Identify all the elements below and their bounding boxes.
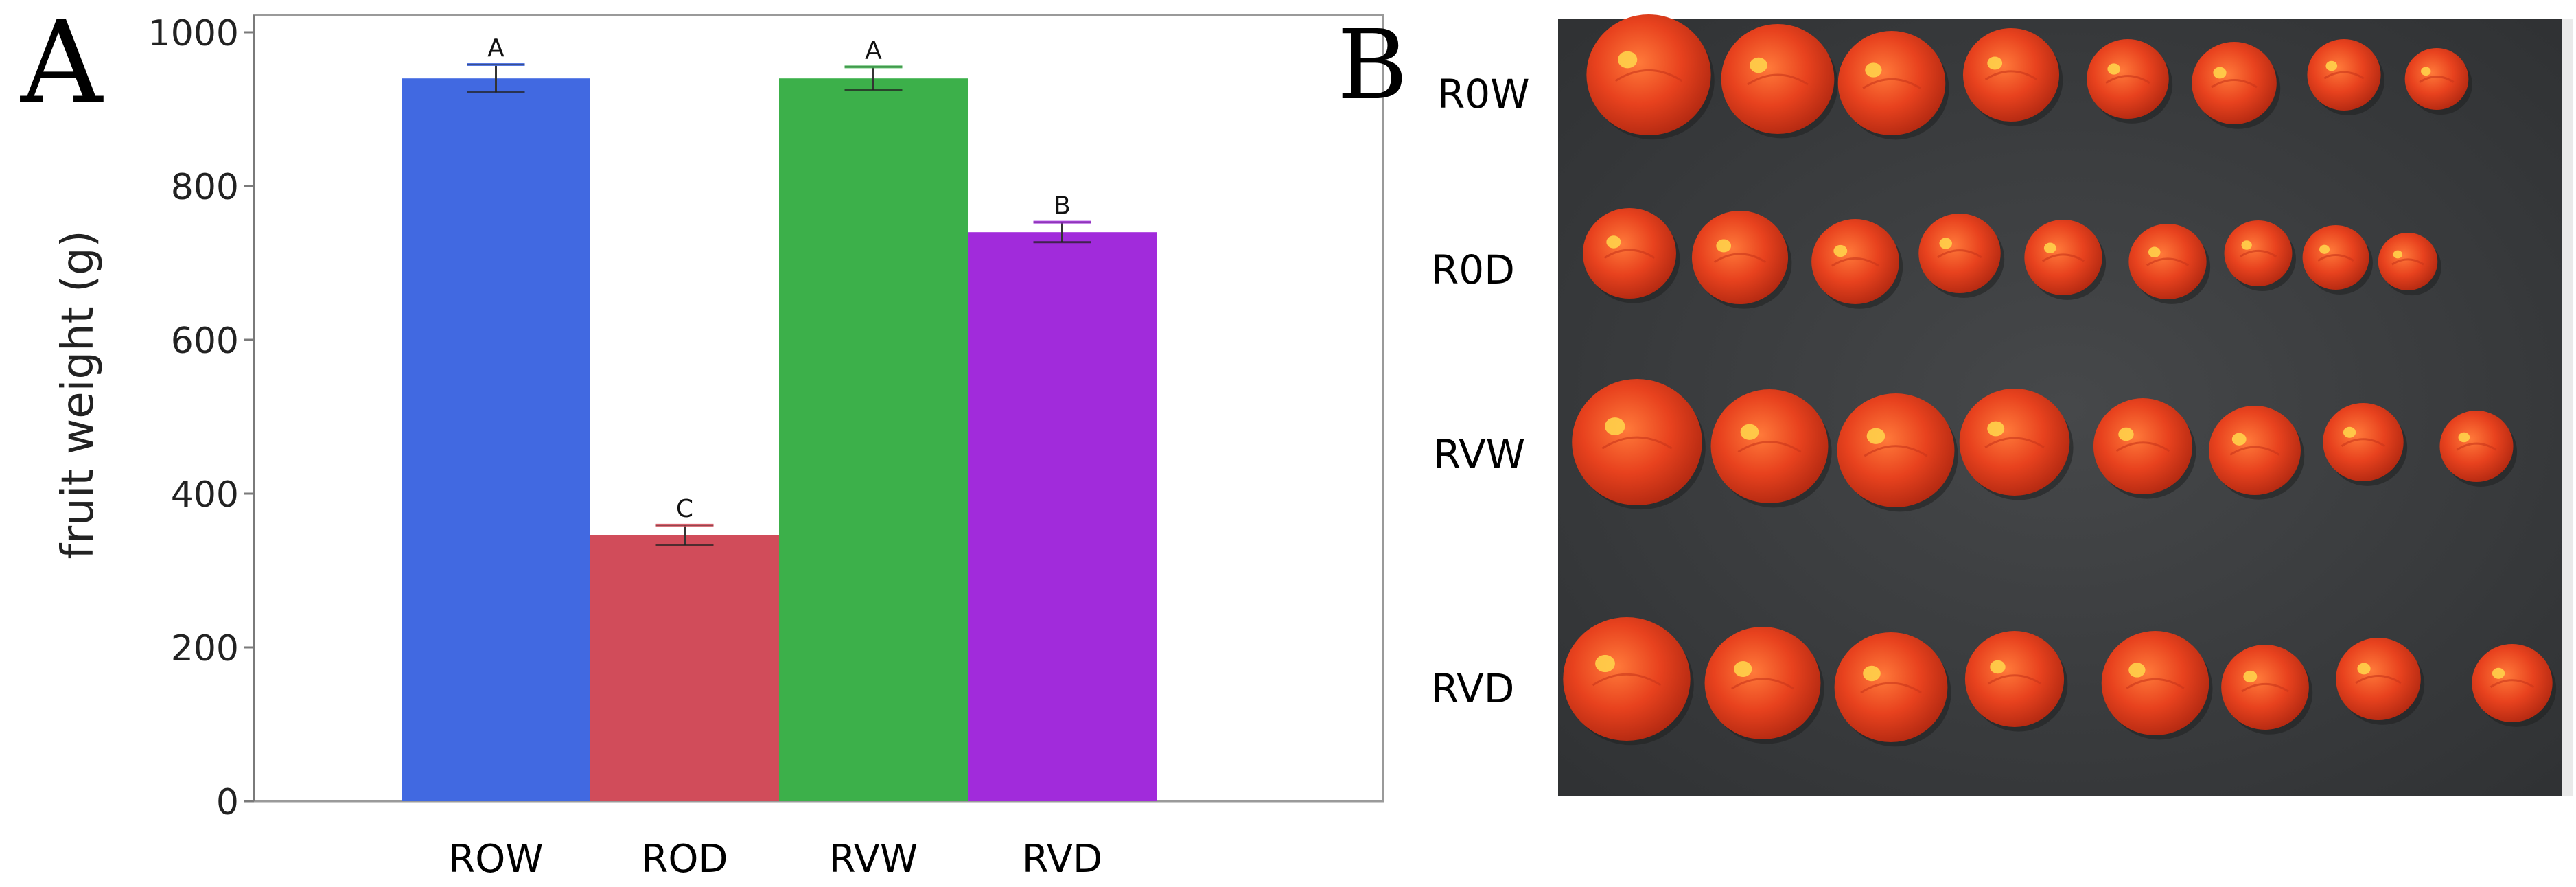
tomato [1959, 389, 2074, 500]
bar-rvw [779, 78, 968, 802]
photo-row-label: R0W [1437, 71, 1530, 117]
significance-letter: A [487, 34, 504, 62]
category-label: ROD [641, 837, 728, 882]
tomatoes [1563, 14, 2557, 747]
y-tick-label: 400 [171, 474, 239, 516]
y-tick-label: 800 [171, 167, 239, 208]
tomato [1811, 219, 1903, 309]
error-bar-rvd [1033, 220, 1091, 244]
tomato [2323, 403, 2408, 486]
tomato [2336, 638, 2425, 725]
tomato [1721, 24, 1838, 139]
tomato [2302, 225, 2373, 295]
error-bars [467, 63, 1091, 546]
photo-row-label: RVW [1433, 431, 1525, 478]
tomato [1563, 617, 1694, 746]
bar-row [402, 78, 590, 802]
significance-letter: B [1054, 192, 1071, 220]
tomato [1834, 632, 1951, 747]
tomato [2378, 233, 2441, 296]
tomato [2439, 411, 2518, 487]
tomato [2101, 631, 2213, 740]
tomato [2128, 224, 2211, 304]
y-tick-label: 1000 [148, 13, 239, 54]
tomato [2472, 644, 2557, 727]
bars [402, 78, 1157, 802]
significance-letters: A C A B [487, 34, 1071, 523]
tomato [2209, 406, 2305, 500]
significance-letter: A [865, 36, 882, 65]
y-tick-label: 200 [171, 628, 239, 669]
bar-rvd [968, 232, 1157, 801]
photo-row-label: R0D [1431, 246, 1515, 293]
tomato [1837, 31, 1949, 140]
tomato [1918, 214, 2005, 298]
tomato [2192, 42, 2281, 129]
tomato [1586, 14, 1715, 140]
tomato [2404, 48, 2472, 115]
tomato [2093, 398, 2196, 499]
tomato [1962, 28, 2063, 126]
category-label: ROW [448, 837, 543, 882]
tomato [2087, 39, 2173, 124]
error-bar-rvw [844, 65, 903, 91]
panel-b-letter: B [1337, 10, 1408, 122]
tomato [2307, 39, 2385, 115]
category-label: RVW [829, 837, 918, 882]
category-axis-band [309, 821, 1174, 887]
y-tick-label: 0 [216, 782, 239, 823]
error-bar-row [467, 63, 525, 93]
tomato [1572, 379, 1706, 510]
category-label: RVD [1022, 837, 1102, 882]
bar-chart: 0 200 400 600 800 1000 A C A B ROW ROD RVW RVD frui… [53, 13, 1384, 887]
tomato [2224, 220, 2296, 292]
tomato-photo: R0W R0D RVW RVD [1431, 14, 2573, 796]
tomato [1710, 389, 1832, 508]
tomato [1964, 631, 2068, 732]
panel-a-letter: A [20, 0, 104, 128]
error-bar-rod [655, 523, 714, 546]
tomato [1583, 208, 1680, 303]
y-axis-label: fruit weight (g) [53, 230, 104, 559]
photo-edge [2562, 19, 2573, 796]
tomato [1704, 627, 1824, 744]
category-labels: ROW ROD RVW RVD [448, 837, 1102, 882]
y-tick-label: 600 [171, 321, 239, 362]
bar-rod [590, 535, 779, 801]
photo-row-label: RVD [1431, 665, 1514, 712]
significance-letter: C [676, 495, 693, 523]
y-axis-ticks: 0 200 400 600 800 1000 [148, 13, 254, 823]
tomato [1837, 393, 1958, 512]
tomato [2024, 220, 2107, 300]
tomato [2221, 645, 2313, 735]
tomato [1691, 211, 1792, 309]
photo-row-labels: R0W R0D RVW RVD [1431, 71, 1530, 712]
